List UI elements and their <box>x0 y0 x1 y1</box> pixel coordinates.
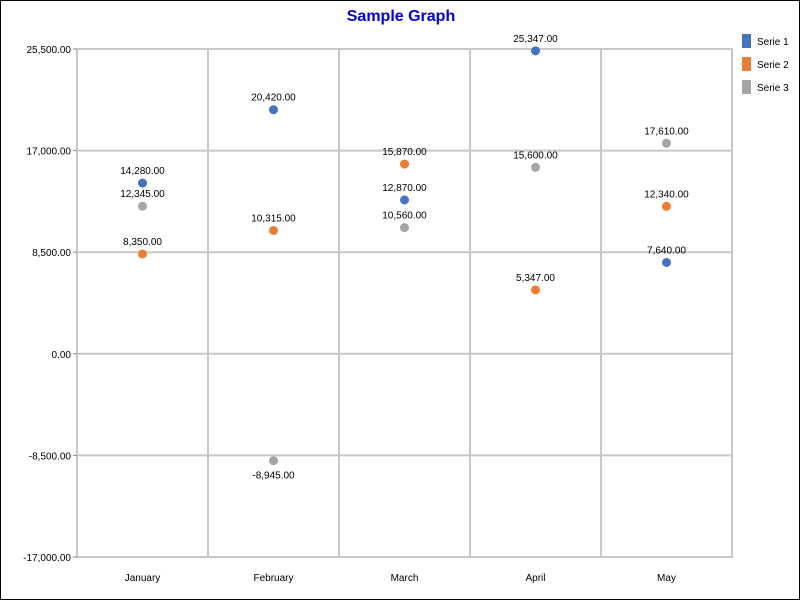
data-point <box>400 223 409 233</box>
legend-swatch <box>742 57 751 71</box>
data-label: 10,560.00 <box>382 211 427 222</box>
data-point <box>269 456 278 466</box>
x-tick-label: February <box>253 573 293 584</box>
data-label: 10,315.00 <box>251 214 296 225</box>
chart-title: Sample Graph <box>347 8 455 25</box>
data-point <box>662 257 671 267</box>
data-label: 8,350.00 <box>123 237 162 248</box>
data-point <box>138 178 147 188</box>
data-point <box>138 201 147 211</box>
plot-border <box>76 48 733 558</box>
data-point <box>269 226 278 236</box>
legend-swatch <box>742 80 751 94</box>
data-point <box>269 105 278 115</box>
data-point <box>531 285 540 295</box>
data-label: 17,610.00 <box>644 126 689 137</box>
data-label: -8,945.00 <box>252 471 295 482</box>
x-tick-label: April <box>525 573 545 584</box>
plot-area: 25,500.00 17,000.00 8,500.00 0.00 -8,500.00 -… <box>23 34 733 584</box>
x-tick-label: January <box>125 573 161 584</box>
data-point <box>531 162 540 172</box>
data-label: 20,420.00 <box>251 93 296 104</box>
data-point <box>400 159 409 169</box>
legend: Serie 1 Serie 2 Serie 3 <box>742 34 789 94</box>
data-point <box>662 201 671 211</box>
data-point <box>662 138 671 148</box>
legend-label: Serie 1 <box>757 37 789 48</box>
data-label: 12,345.00 <box>120 189 165 200</box>
legend-label: Serie 2 <box>757 60 789 71</box>
data-label: 14,280.00 <box>120 166 165 177</box>
data-point <box>138 249 147 259</box>
data-label: 15,600.00 <box>513 150 558 161</box>
legend-label: Serie 3 <box>757 83 789 94</box>
x-tick-label: March <box>391 573 419 584</box>
x-tick-label: May <box>657 573 676 584</box>
data-point <box>531 46 540 56</box>
data-label: 5,347.00 <box>516 273 555 284</box>
data-label: 7,640.00 <box>647 245 686 256</box>
y-tick-label: 17,000.00 <box>27 147 72 158</box>
legend-swatch <box>742 34 751 48</box>
y-tick-label: 25,500.00 <box>27 45 72 56</box>
y-tick-label: 0.00 <box>52 350 72 361</box>
y-tick-label: 8,500.00 <box>32 248 71 259</box>
y-tick-label: -17,000.00 <box>23 553 71 564</box>
data-label: 15,870.00 <box>382 147 427 158</box>
data-point <box>400 195 409 205</box>
y-tick-label: -8,500.00 <box>29 451 72 462</box>
data-label: 12,870.00 <box>382 183 427 194</box>
data-label: 12,340.00 <box>644 189 689 200</box>
data-label: 25,347.00 <box>513 34 558 45</box>
